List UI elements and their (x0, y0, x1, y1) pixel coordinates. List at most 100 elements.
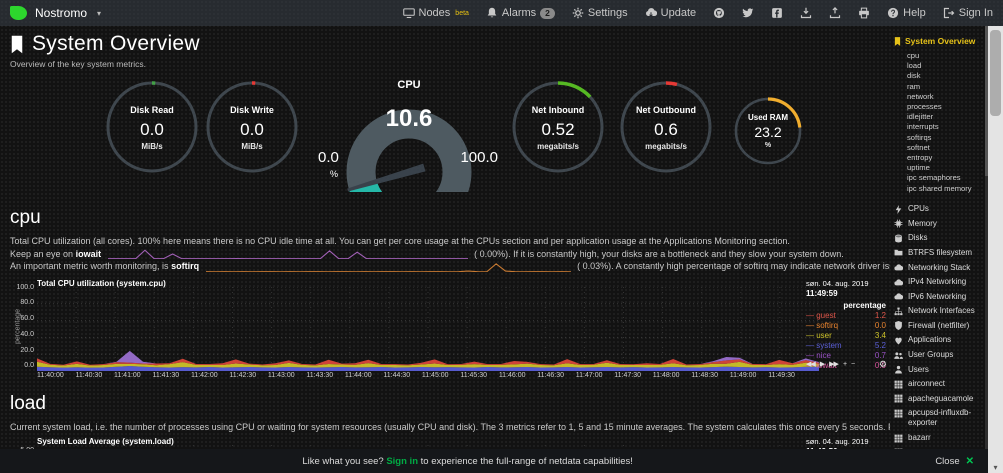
sidebar-subitem[interactable]: disk (907, 71, 921, 81)
banner-close-button[interactable]: Close ✕ (935, 456, 974, 467)
sidebar-section-label: Firewall (netfilter) (908, 320, 970, 330)
signin-button[interactable]: Sign In (943, 7, 993, 19)
banner-signin-link[interactable]: Sign in (386, 455, 418, 467)
banner-text-post: to experience the full-range of netdata … (420, 455, 633, 467)
sidebar-section-item[interactable]: BTRFS filesystem (894, 246, 986, 261)
sidebar-subitem[interactable]: softirqs (907, 132, 932, 142)
cloud-icon (894, 292, 903, 301)
play-button[interactable]: ▶ (819, 361, 825, 368)
sidebar-subitem[interactable]: cpu (907, 51, 920, 60)
legend-series-value: 1.2 (874, 310, 886, 320)
monitor-icon (402, 8, 415, 19)
net-inbound-gauge[interactable]: Net Inbound 0.52 megabits/s (510, 79, 606, 175)
sidebar-section-label: IPv6 Networking (908, 291, 967, 301)
sidebar-section-item[interactable]: bazarr (894, 431, 986, 446)
close-label: Close (935, 455, 960, 467)
sidebar-subitem[interactable]: interrupts (907, 122, 939, 132)
x-tick: 11:46:30 (537, 371, 565, 379)
legend-row[interactable]: user 3.4 (806, 331, 886, 341)
legend-row[interactable]: nice 0.7 (806, 351, 886, 361)
net-outbound-gauge[interactable]: Net Outbound 0.6 megabits/s (618, 79, 714, 175)
legend-row[interactable]: iowait 0.0 (806, 361, 886, 371)
gauge-unit: megabits/s (645, 142, 687, 151)
pan-forward-button[interactable]: ▶▶ (829, 361, 839, 368)
sidebar-subitem[interactable]: softnet (907, 142, 930, 152)
sidebar-section-item[interactable]: User Groups (894, 348, 986, 363)
sidebar-subitem[interactable]: load (907, 61, 922, 71)
used-ram-gauge[interactable]: Used RAM 23.2 % (732, 95, 804, 167)
sidebar-subitem[interactable]: idlejitter (907, 112, 934, 122)
cpu-plot-area[interactable] (37, 286, 819, 371)
sidebar-scrollbar[interactable] (985, 26, 988, 473)
twitter-link[interactable] (742, 7, 754, 19)
softirq-sparkline[interactable] (205, 262, 571, 272)
sidebar-section-item[interactable]: Network Interfaces (894, 304, 986, 319)
import-snapshot-button[interactable] (829, 7, 841, 19)
download-icon (801, 7, 812, 19)
legend-row[interactable]: softirq 0.0 (806, 321, 886, 331)
netdata-brand[interactable]: Nostromo ▾ (10, 6, 101, 20)
sidebar-section-item[interactable]: apcupsd-influxdb-exporter (894, 406, 986, 431)
sidebar-subitem[interactable]: entropy (907, 153, 933, 163)
scrollbar-thumb[interactable] (990, 30, 1001, 116)
hostname-dropdown[interactable]: Nostromo (35, 6, 88, 20)
legend-row[interactable]: guest 1.2 (806, 311, 886, 321)
sidebar-subitem[interactable]: processes (907, 102, 942, 112)
sidebar-subitem[interactable]: ram (907, 81, 921, 91)
legend-series-name[interactable]: system (806, 341, 841, 351)
legend-series-name[interactable]: softirq (806, 321, 838, 331)
cpu-gauge[interactable]: CPU 10.6 0.0 100.0 % (314, 79, 504, 197)
x-tick: 11:47:30 (614, 371, 641, 379)
scrollbar-down-arrow[interactable]: ▾ (993, 463, 998, 472)
iowait-sparkline[interactable] (107, 249, 468, 260)
disk-write-gauge[interactable]: Disk Write 0.0 MiB/s (204, 79, 300, 175)
sidebar-section-item[interactable]: Applications (894, 333, 986, 348)
chart-settings-icon[interactable]: ⚙ (878, 358, 887, 369)
sidebar-subitem[interactable]: ipc semaphores (907, 173, 961, 183)
sidebar-section-item[interactable]: airconnect (894, 377, 986, 392)
zoom-in-button[interactable]: + (842, 360, 847, 368)
sidebar-section-item[interactable]: Networking Stack (894, 260, 986, 275)
sidebar-section-item[interactable]: CPUs (894, 202, 986, 217)
legend-series-value: 5.2 (874, 340, 886, 350)
x-tick: 11:42:00 (190, 371, 218, 379)
sidebar-item-system-overview[interactable]: System Overview (894, 36, 986, 46)
settings-button[interactable]: Settings (572, 7, 628, 19)
export-snapshot-button[interactable] (800, 7, 812, 19)
sidebar-section-label: CPUs (908, 204, 929, 214)
sidebar-subitem[interactable]: uptime (907, 163, 930, 173)
update-button[interactable]: Update (645, 7, 696, 19)
nodes-button[interactable]: Nodes beta (402, 7, 469, 19)
signin-label: Sign In (958, 7, 993, 19)
alarms-button[interactable]: Alarms 2 (486, 7, 555, 19)
top-navbar: Nostromo ▾ Nodes beta Alarms 2 Settings … (0, 0, 1003, 26)
help-button[interactable]: Help (887, 7, 926, 19)
legend-series-name[interactable]: guest (806, 311, 836, 321)
sidebar-section-item[interactable]: Firewall (netfilter) (894, 319, 986, 334)
disk-read-gauge[interactable]: Disk Read 0.0 MiB/s (104, 79, 200, 175)
sidebar-section-item[interactable]: Disks (894, 231, 986, 246)
gauge-unit: megabits/s (537, 142, 579, 151)
sidebar-subitem[interactable]: network (907, 91, 934, 101)
legend-series-name[interactable]: user (806, 331, 832, 341)
legend-series-name[interactable]: iowait (806, 361, 836, 371)
sidebar-section-item[interactable]: IPv4 Networking (894, 275, 986, 290)
sidebar-section-label: Applications (908, 335, 952, 345)
print-button[interactable] (858, 7, 870, 19)
sidebar-section-item[interactable]: IPv6 Networking (894, 289, 986, 304)
gauge-value: 0.6 (654, 120, 678, 139)
section-heading-load: load (10, 392, 46, 414)
legend-row[interactable]: system 5.2 (806, 341, 886, 351)
sidebar-section-item[interactable]: apacheguacamole (894, 392, 986, 407)
sidebar-section-label: Users (908, 364, 929, 374)
github-link[interactable] (713, 7, 725, 19)
sidebar-subitem[interactable]: ipc shared memory (907, 183, 972, 193)
legend-series-name[interactable]: nice (806, 351, 831, 361)
facebook-link[interactable] (771, 7, 783, 19)
page-scrollbar[interactable]: ▾ (988, 26, 1003, 473)
sidebar-section-item[interactable]: Memory (894, 216, 986, 231)
zoom-out-button[interactable]: − (851, 360, 855, 368)
x-tick: 11:48:00 (652, 371, 680, 379)
pan-backward-button[interactable]: ◀◀ (806, 361, 816, 368)
sidebar-section-item[interactable]: Users (894, 362, 986, 377)
